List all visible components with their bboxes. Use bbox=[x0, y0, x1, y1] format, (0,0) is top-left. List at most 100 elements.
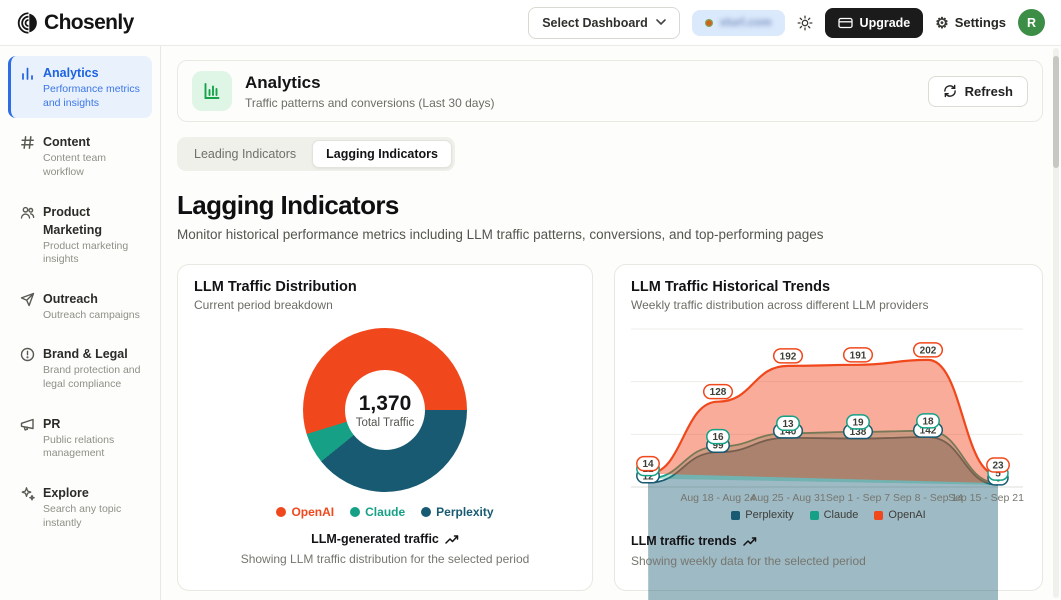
line-openai bbox=[647, 358, 999, 477]
distribution-title: LLM Traffic Distribution bbox=[194, 279, 357, 295]
upgrade-label: Upgrade bbox=[859, 15, 911, 30]
svg-text:99: 99 bbox=[712, 441, 724, 452]
svg-text:14: 14 bbox=[642, 459, 654, 470]
x-axis-label: Aug 18 - Aug 24 bbox=[680, 492, 755, 504]
active-domain-badge[interactable]: xturl.com bbox=[691, 9, 785, 36]
megaphone-icon bbox=[19, 415, 35, 461]
trends-legend: Perplexity Claude OpenAI bbox=[631, 509, 1026, 521]
donut-chart: 1,370 Total Traffic bbox=[303, 328, 467, 492]
svg-text:16: 16 bbox=[712, 432, 724, 443]
total-traffic-label: Total Traffic bbox=[355, 416, 415, 429]
select-dashboard-label: Select Dashboard bbox=[542, 15, 648, 30]
analytics-banner: Analytics Traffic patterns and conversio… bbox=[177, 60, 1043, 122]
line-claude bbox=[647, 429, 999, 485]
avatar[interactable]: R bbox=[1018, 9, 1045, 36]
distribution-subtitle: Current period breakdown bbox=[194, 298, 333, 312]
trends-subtitle: Weekly traffic distribution across diffe… bbox=[631, 298, 929, 312]
data-label: 13 bbox=[776, 415, 800, 432]
theme-toggle-button[interactable] bbox=[797, 15, 813, 31]
bar-chart-icon bbox=[19, 64, 35, 110]
sidebar-item-content[interactable]: Content Content team workflow bbox=[8, 125, 152, 187]
llm-traffic-trends-card: LLM Traffic Historical Trends Weekly tra… bbox=[614, 264, 1043, 600]
banner-subtitle: Traffic patterns and conversions (Last 3… bbox=[245, 95, 495, 110]
sidebar-item-description: Performance metrics and insights bbox=[43, 83, 140, 109]
analytics-tile bbox=[192, 71, 232, 111]
sidebar-item-label: Brand & Legal bbox=[43, 347, 128, 362]
trending-up-icon bbox=[445, 534, 459, 545]
legend-item-perplexity: Perplexity bbox=[731, 509, 794, 521]
sidebar-item-label: Content bbox=[43, 135, 91, 150]
send-icon bbox=[19, 290, 35, 323]
area-claude bbox=[648, 430, 998, 485]
shield-alert-icon bbox=[19, 345, 35, 391]
domain-status-dot-icon bbox=[704, 18, 713, 27]
sidebar-item-description: Brand protection and legal compliance bbox=[43, 364, 141, 391]
brand-logo: Chosenly bbox=[16, 10, 134, 36]
legend-dot-icon bbox=[421, 507, 432, 517]
svg-text:18: 18 bbox=[922, 416, 934, 427]
distribution-legend: OpenAI Claude Perplexity bbox=[194, 505, 576, 519]
sidebar-item-label: PR bbox=[43, 416, 61, 431]
area-openai bbox=[648, 359, 998, 484]
trending-up-icon bbox=[742, 536, 757, 547]
chosenly-logo-icon bbox=[16, 10, 42, 36]
donut-center: 1,370 Total Traffic bbox=[345, 370, 425, 450]
total-traffic-value: 1,370 bbox=[358, 391, 412, 415]
svg-text:202: 202 bbox=[920, 345, 937, 356]
svg-text:12: 12 bbox=[642, 471, 654, 482]
upgrade-button[interactable]: Upgrade bbox=[824, 7, 924, 38]
sidebar-item-description: Outreach campaigns bbox=[43, 308, 140, 321]
legend-item-openai: OpenAI bbox=[874, 509, 926, 521]
refresh-button[interactable]: Refresh bbox=[927, 75, 1028, 107]
trends-footer-note: Showing weekly data for the selected per… bbox=[631, 554, 866, 568]
sidebar-item-label: Analytics bbox=[43, 66, 99, 80]
tab-leading-indicators[interactable]: Leading Indicators bbox=[180, 140, 310, 168]
top-header: Chosenly Select Dashboard xturl.com bbox=[0, 0, 1061, 46]
svg-text:192: 192 bbox=[780, 351, 797, 362]
users-icon bbox=[19, 203, 35, 267]
hash-icon bbox=[19, 133, 35, 179]
area-perplexity bbox=[648, 437, 998, 600]
x-axis-label: Sep 15 - Sep 21 bbox=[948, 492, 1024, 504]
svg-text:128: 128 bbox=[710, 387, 727, 398]
svg-text:191: 191 bbox=[850, 350, 867, 361]
trends-footer: LLM traffic trends Showing weekly data f… bbox=[631, 532, 1026, 568]
data-label: 14 bbox=[636, 455, 660, 472]
sidebar: Analytics Performance metrics and insight… bbox=[0, 46, 161, 600]
sidebar-item-description: Public relations management bbox=[43, 433, 115, 460]
chevron-down-icon bbox=[655, 19, 666, 26]
legend-dot-icon bbox=[276, 507, 287, 517]
gear-icon: ⚙ bbox=[935, 14, 949, 32]
line-perplexity bbox=[647, 436, 999, 486]
sidebar-item-outreach[interactable]: Outreach Outreach campaigns bbox=[8, 282, 152, 331]
scrollbar-track[interactable] bbox=[1053, 48, 1059, 598]
sidebar-item-analytics[interactable]: Analytics Performance metrics and insight… bbox=[8, 56, 152, 119]
distribution-footer-title: LLM-generated traffic bbox=[311, 532, 439, 546]
sidebar-item-product-marketing[interactable]: Product Marketing Product marketing insig… bbox=[8, 195, 152, 275]
data-label: 128 bbox=[702, 383, 734, 400]
page-title: Lagging Indicators bbox=[177, 190, 399, 220]
x-axis-label: Sep 8 - Sep 14 bbox=[893, 492, 963, 504]
legend-square-icon bbox=[809, 510, 819, 520]
x-axis-label: Sep 1 - Sep 7 bbox=[826, 492, 890, 504]
scrollbar-thumb[interactable] bbox=[1053, 56, 1059, 168]
legend-dot-icon bbox=[350, 507, 361, 517]
main-content: Analytics Traffic patterns and conversio… bbox=[161, 46, 1061, 600]
select-dashboard-button[interactable]: Select Dashboard bbox=[528, 6, 680, 39]
sidebar-item-brand-legal[interactable]: Brand & Legal Brand protection and legal … bbox=[8, 337, 152, 399]
credit-card-icon bbox=[837, 17, 853, 29]
sidebar-item-pr[interactable]: PR Public relations management bbox=[8, 407, 152, 469]
sidebar-item-explore[interactable]: Explore Search any topic instantly bbox=[8, 476, 152, 538]
trends-title: LLM Traffic Historical Trends bbox=[631, 279, 831, 295]
data-label: 18 bbox=[916, 413, 940, 429]
legend-item-openai: OpenAI bbox=[276, 505, 334, 519]
obscured-domain-text: xturl.com bbox=[719, 16, 772, 29]
sidebar-item-label: Explore bbox=[43, 486, 89, 501]
data-label: 23 bbox=[986, 457, 1010, 473]
refresh-icon bbox=[943, 84, 957, 98]
legend-item-claude: Claude bbox=[350, 505, 405, 519]
tab-lagging-indicators[interactable]: Lagging Indicators bbox=[312, 140, 452, 168]
data-label: 202 bbox=[912, 342, 944, 358]
distribution-footer-note: Showing LLM traffic distribution for the… bbox=[240, 552, 530, 566]
settings-button[interactable]: ⚙ Settings bbox=[935, 14, 1006, 32]
